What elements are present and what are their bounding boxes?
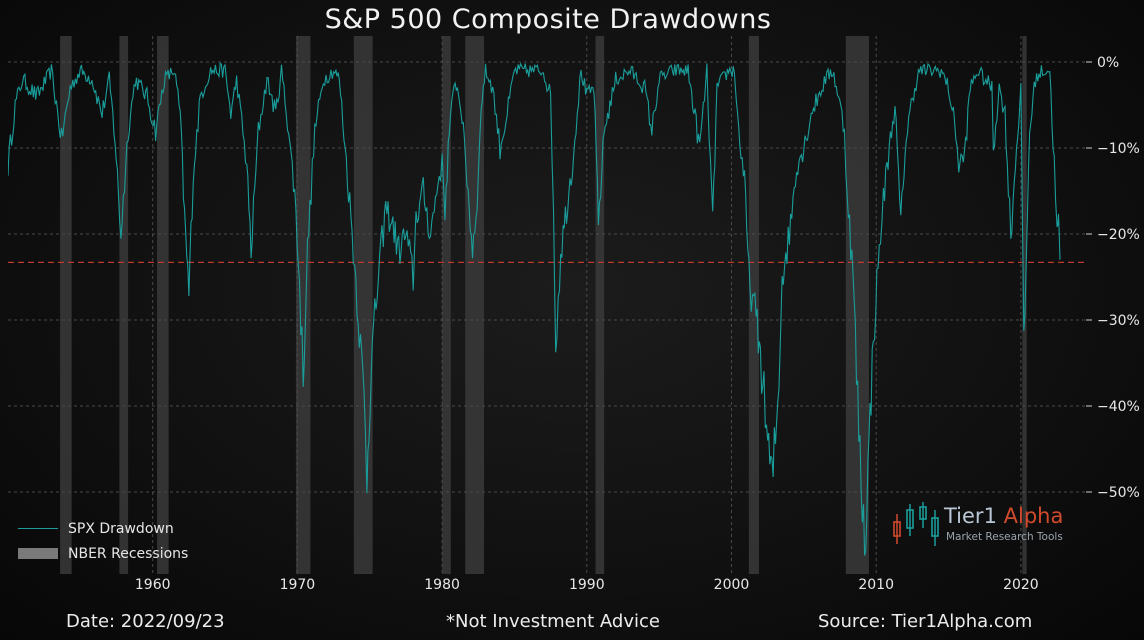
y-tick-label-2: −20%: [1097, 227, 1140, 243]
x-tick-label-6: 2020: [1003, 577, 1039, 593]
x-axis-ticks: 1960 1970 1980 1990 2000 2010 2020: [135, 577, 1039, 593]
recession-band-8: [748, 36, 759, 574]
tier1alpha-logo: Tier1 Alpha Market Research Tools: [890, 500, 1090, 550]
x-tick-label-5: 2010: [858, 577, 894, 593]
recession-band-1: [119, 36, 129, 574]
legend-label-spx: SPX Drawdown: [68, 520, 174, 537]
recession-band-9: [845, 36, 869, 574]
drawdown-series-layer: [8, 62, 1061, 556]
recession-band-4: [353, 36, 373, 574]
y-tick-label-0: 0%: [1097, 55, 1119, 71]
recession-band-0: [60, 36, 72, 574]
x-tick-label-1: 1970: [280, 577, 316, 593]
logo-subtitle: Market Research Tools: [946, 531, 1063, 543]
chart-title: S&P 500 Composite Drawdowns: [324, 4, 772, 35]
footer-source: Source: Tier1Alpha.com: [818, 611, 1033, 632]
legend-item-recessions: NBER Recessions: [18, 541, 188, 566]
recession-bands: [60, 36, 1027, 574]
x-tick-label-0: 1960: [135, 577, 171, 593]
footer-disclaimer: *Not Investment Advice: [446, 611, 660, 632]
recession-band-6: [465, 36, 485, 574]
grid-lines: [8, 36, 1086, 574]
legend-bar-swatch: [18, 548, 58, 559]
legend-line-swatch: [18, 528, 58, 529]
y-axis-ticks: 0% −10% −20% −30% −40% −50%: [1086, 55, 1140, 501]
legend: SPX Drawdown NBER Recessions: [18, 516, 188, 566]
y-tick-label-1: −10%: [1097, 141, 1140, 157]
recession-band-5: [442, 36, 451, 574]
x-tick-label-2: 1980: [424, 577, 460, 593]
footer-date: Date: 2022/09/23: [66, 611, 225, 632]
logo-brand-primary: Tier1: [944, 504, 997, 528]
y-tick-label-3: −30%: [1097, 313, 1140, 329]
recession-band-3: [295, 36, 311, 574]
x-tick-label-4: 2000: [714, 577, 750, 593]
y-tick-label-4: −40%: [1097, 399, 1140, 415]
candlestick-logo-icon: [893, 502, 939, 546]
spx-drawdown-line: [8, 62, 1061, 556]
logo-wordmark: Tier1 Alpha: [944, 504, 1063, 528]
x-tick-label-3: 1990: [569, 577, 605, 593]
recession-band-7: [595, 36, 605, 574]
y-tick-label-5: −50%: [1097, 485, 1140, 501]
logo-brand-accent: Alpha: [1003, 504, 1064, 528]
recession-band-2: [157, 36, 169, 574]
recession-band-10: [1022, 36, 1027, 574]
legend-item-spx: SPX Drawdown: [18, 516, 188, 541]
legend-label-recessions: NBER Recessions: [68, 545, 189, 562]
